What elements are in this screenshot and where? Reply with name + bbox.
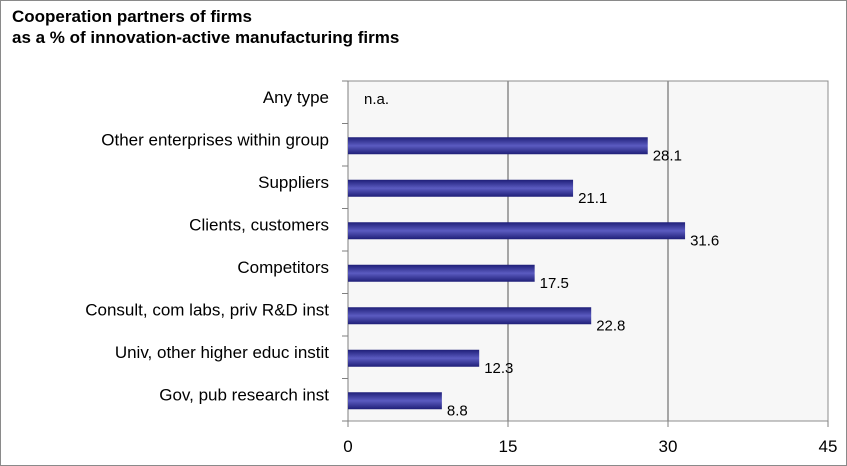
labels: Any type n.a. Other enterprises within gro… <box>85 88 719 419</box>
category-label: Competitors <box>237 258 329 277</box>
x-tick-label-0: 0 <box>343 437 352 456</box>
category-label: Consult, com labs, priv R&D inst <box>85 301 329 320</box>
chart-title-block: Cooperation partners of firms as a % of … <box>12 6 399 48</box>
bar <box>348 137 648 155</box>
bar <box>348 349 480 367</box>
bar-value-label: n.a. <box>364 91 389 108</box>
bar-value-label: 21.1 <box>578 190 607 207</box>
bar <box>348 307 592 325</box>
bar-value-label: 22.8 <box>596 317 625 334</box>
bar-value-label: 8.8 <box>447 402 468 419</box>
chart-subtitle: as a % of innovation-active manufacturin… <box>12 28 400 47</box>
bar <box>348 222 686 240</box>
bar-value-label: 28.1 <box>653 147 682 164</box>
category-label: Univ, other higher educ instit <box>115 343 329 362</box>
bar <box>348 264 535 282</box>
category-label: Suppliers <box>258 173 329 192</box>
bar-value-label: 12.3 <box>484 360 513 377</box>
category-label: Other enterprises within group <box>101 131 329 150</box>
category-label: Gov, pub research inst <box>159 386 329 405</box>
plot-area <box>347 80 829 422</box>
bar-value-label: 31.6 <box>690 232 719 249</box>
bar <box>348 179 574 197</box>
chart-title: Cooperation partners of firms <box>12 7 252 26</box>
x-tick-label-45: 45 <box>819 437 838 456</box>
category-label: Clients, customers <box>189 216 329 235</box>
bars <box>348 137 686 410</box>
x-tick-label-30: 30 <box>659 437 678 456</box>
bar-value-label: 17.5 <box>540 275 569 292</box>
x-tick-label-15: 15 <box>499 437 518 456</box>
bar <box>348 392 442 410</box>
category-label: Any type <box>263 88 329 107</box>
